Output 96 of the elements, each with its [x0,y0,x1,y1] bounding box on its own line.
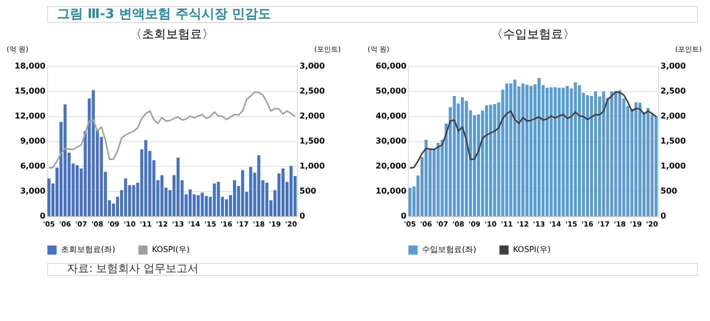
y-tick-label: 12,000 [14,112,46,120]
bar [654,116,658,216]
y2-tick-label: 500 [660,186,678,196]
text: 그림 Ⅲ-3 변액보험 주식시장 민감도 [57,7,271,22]
bar [204,196,208,216]
y2-tick-label: 1,000 [300,162,326,170]
bar [489,104,492,216]
bar [546,88,549,216]
y2-tick-label: 2,000 [660,112,686,120]
y-tick-label: 0 [400,212,407,220]
bar [566,86,569,216]
bar [493,104,496,216]
bar [196,195,200,216]
bar [521,84,524,216]
y2-tick-label: 3,000 [660,62,686,70]
bar [634,102,638,216]
bar [538,78,541,216]
bar [200,192,204,216]
bar [424,140,428,216]
y2-tick-label: 2,500 [300,86,326,96]
bar [144,140,148,216]
y2-tick-label: 1,500 [300,136,326,146]
bar [574,82,577,216]
bar [212,184,216,216]
bar [132,185,136,216]
bar [265,182,268,216]
bar [92,90,95,216]
y2-tick-label: 2,500 [660,86,686,96]
y2-tick-label: 2,000 [300,112,326,120]
bar [216,182,220,216]
y2-tick-label: 1,000 [660,162,686,170]
y2-tick-label: 0 [660,212,666,220]
bar [188,189,192,216]
line-series [48,91,296,169]
bar [241,170,244,216]
bar [257,155,260,216]
bar [505,84,508,216]
legend-label: KOSPI(우) [152,245,190,254]
legend-label: 수입보험료(좌) [422,245,476,254]
bar [76,165,79,216]
legend-label: 초회보험료(좌) [61,245,116,254]
y2-tick-label: 0 [300,212,306,220]
y2-tick-label: 3,000 [300,62,326,70]
y-tick-label: 0 [40,212,46,220]
bar [618,90,622,216]
legend-label: KOSPI(우) [513,245,551,254]
y-tick-label: 18,000 [14,62,46,70]
bar [124,178,128,216]
bar [233,180,236,216]
bar [594,92,598,216]
bar [47,178,50,216]
bar [578,85,581,216]
bar [646,108,650,216]
bar [509,84,512,216]
bar [638,102,642,216]
chart-title: 〈수입보험료〉 [491,27,575,41]
bar [485,105,488,216]
bar [529,86,532,216]
bar [64,104,67,216]
bar [460,97,464,216]
y-tick-label: 15,000 [14,86,46,96]
y-tick-label: 50,000 [376,86,407,96]
y-tick-label: 60,000 [376,62,407,70]
y-tick-label: 9,000 [20,136,46,146]
bar [281,168,284,216]
bar [602,92,606,216]
bar [513,80,516,216]
bar [562,88,565,216]
y-tick-label: 40,000 [376,112,407,120]
bar [477,114,480,216]
bar [614,91,618,216]
bar [586,95,589,216]
y-tick-label: 6,000 [20,162,46,170]
chart-title: 〈초회보험료〉 [130,27,214,41]
bar [452,96,456,216]
bar [160,175,164,216]
y-tick-label: 30,000 [376,136,407,146]
bar [550,87,553,216]
bar [610,92,614,216]
bar [525,84,528,216]
bar [554,87,557,216]
y2-tick-label: 1,500 [660,136,686,146]
bar [436,142,440,216]
bar [249,166,252,216]
bar [224,199,228,216]
bar [558,88,561,216]
text: 자료: 보험회사 업무보고서 [67,262,199,275]
y2-tick-label: 500 [300,186,317,196]
bar [290,166,293,216]
bar [464,101,468,216]
line-series [409,91,657,169]
bar [176,158,180,216]
y-tick-label: 10,000 [376,186,407,196]
y-tick-label: 20,000 [376,162,407,170]
y-tick-label: 3,000 [20,186,46,196]
bar [408,188,412,216]
